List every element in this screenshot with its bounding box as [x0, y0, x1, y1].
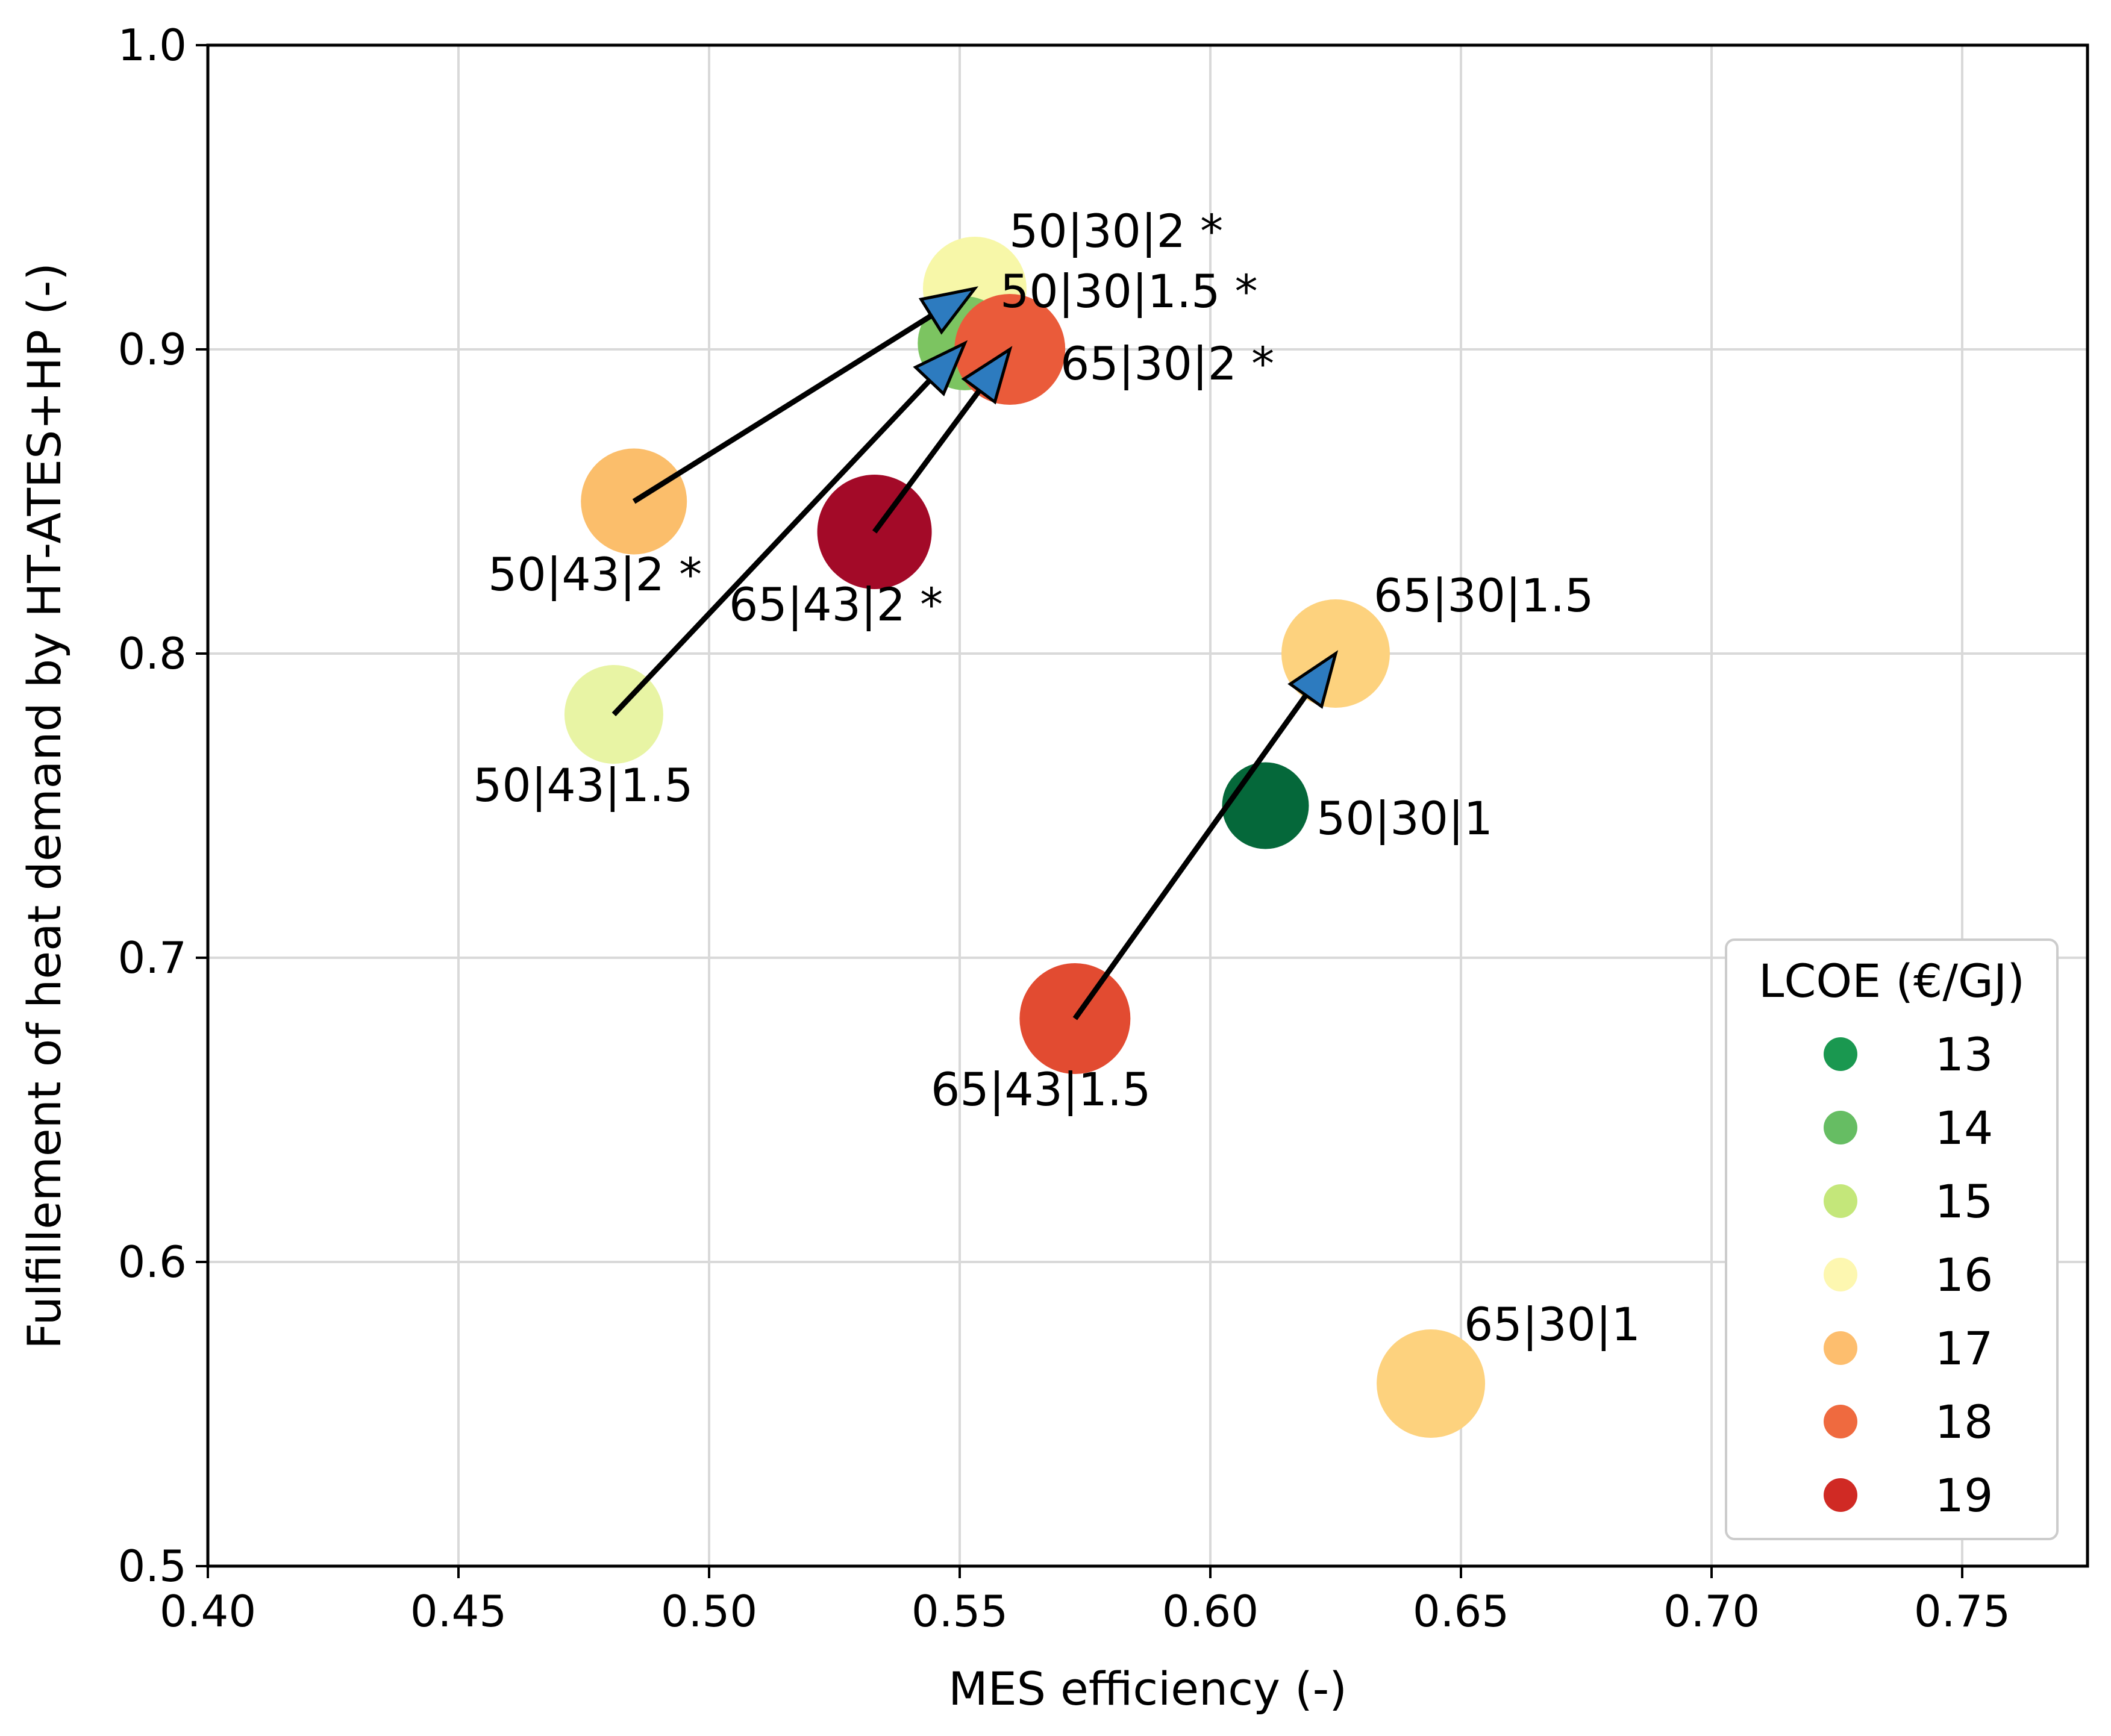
arrow-head: [913, 340, 968, 397]
point-label: 65|43|1.5: [931, 1063, 1151, 1117]
x-tick-label: 0.65: [1413, 1586, 1509, 1637]
point-label: 50|43|1.5: [473, 758, 693, 813]
legend: LCOE (€/GJ) 13 14 15 16 17 18 19: [1725, 938, 2059, 1540]
point-labels: 50|30|2 * 50|30|1.5 * 65|30|2 * 50|43|2 * 65…: [473, 204, 1640, 1352]
point-label: 65|30|1.5: [1374, 569, 1594, 623]
point-label: 50|30|1.5 *: [1000, 264, 1258, 319]
arrow-head: [961, 346, 1013, 405]
point-label: 65|30|1: [1464, 1297, 1640, 1352]
x-tick-label: 0.50: [661, 1586, 757, 1637]
legend-label: 18: [1935, 1395, 1994, 1449]
y-tick-label: 0.8: [117, 628, 187, 679]
legend-marker: [1824, 1111, 1857, 1144]
y-tick-label: 0.6: [117, 1237, 187, 1287]
legend-marker: [1824, 1037, 1857, 1071]
arrow-shaft: [611, 378, 932, 717]
point-label: 65|43|2 *: [729, 578, 943, 632]
x-tick-label: 0.55: [912, 1586, 1008, 1637]
y-tick-label: 0.9: [117, 324, 187, 375]
legend-label: 17: [1935, 1322, 1994, 1375]
x-tick-label: 0.70: [1663, 1586, 1760, 1637]
x-tick-label: 0.45: [410, 1586, 507, 1637]
point-label: 50|30|1: [1316, 792, 1493, 846]
legend-label: 19: [1935, 1469, 1994, 1522]
legend-marker: [1824, 1331, 1857, 1365]
legend-title: LCOE (€/GJ): [1759, 954, 2025, 1008]
x-tick-label: 0.60: [1162, 1586, 1259, 1637]
legend-marker: [1824, 1405, 1857, 1438]
y-tick-label: 0.7: [117, 932, 187, 983]
legend-label: 13: [1935, 1028, 1994, 1081]
trend-arrows: [611, 286, 1339, 1020]
arrow-shaft: [872, 389, 982, 534]
y-tick-label: 1.0: [117, 20, 187, 70]
plot-frame: [206, 43, 2089, 1568]
arrow-head: [1287, 650, 1339, 709]
arrow-head: [918, 286, 979, 335]
x-tick-label: 0.75: [1914, 1586, 2010, 1637]
y-axis-label: Fulfillement of heat demand by HT-ATES+H…: [17, 263, 71, 1349]
y-tick-label: 0.5: [117, 1541, 187, 1591]
axis-ticks: 0.40 0.45 0.50 0.55 0.60 0.65 0.70 0.75 0.5 0.6 0.…: [117, 20, 2010, 1637]
legend-label: 14: [1935, 1101, 1994, 1155]
legend-entries: 13 14 15 16 17 18 19: [1824, 1028, 1993, 1522]
legend-label: 16: [1935, 1248, 1994, 1302]
legend-marker: [1824, 1258, 1857, 1291]
legend-label: 15: [1935, 1175, 1994, 1228]
legend-box: [1725, 938, 2059, 1540]
x-axis-label: MES efficiency (-): [948, 1662, 1347, 1716]
point-label: 50|30|2 *: [1009, 204, 1223, 258]
point-label: 65|30|2 *: [1060, 337, 1274, 391]
point-label: 50|43|2 *: [488, 548, 702, 602]
legend-marker: [1824, 1478, 1857, 1512]
legend-marker: [1824, 1184, 1857, 1218]
arrow-shaft: [632, 313, 933, 504]
x-tick-label: 0.40: [160, 1586, 256, 1637]
data-point: [1377, 1329, 1486, 1438]
data-point: [1222, 762, 1309, 849]
arrow-shaft: [1072, 693, 1309, 1020]
